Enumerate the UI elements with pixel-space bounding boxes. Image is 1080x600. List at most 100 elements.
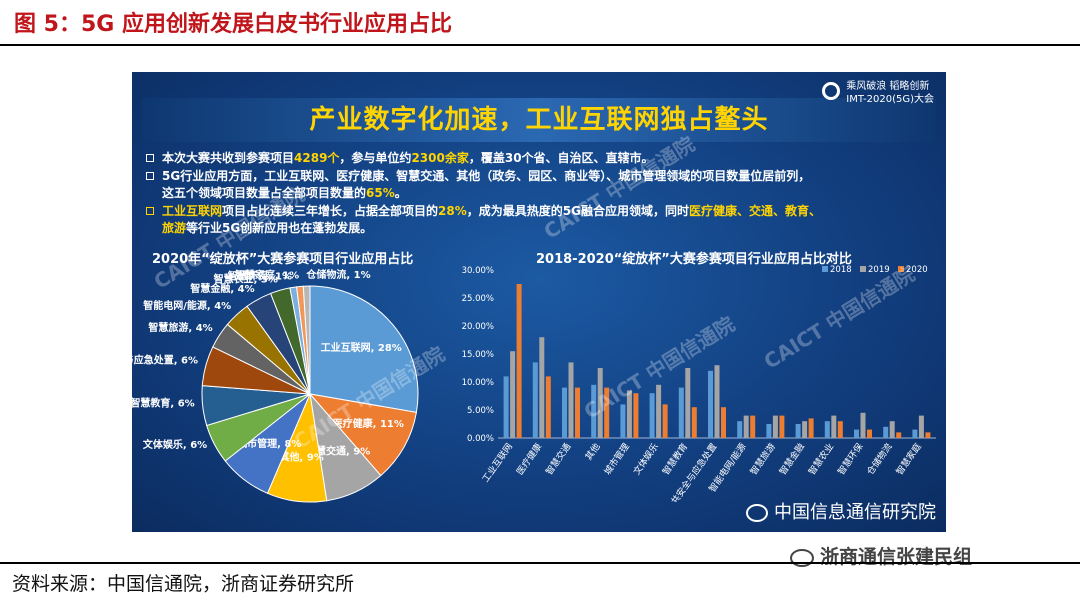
bar-2018-11 <box>824 421 830 438</box>
bullet-text: 这五个领域项目数量占全部项目数量的 <box>162 186 367 200</box>
logo-line1: 乘风破浪 韬略创新 <box>846 81 930 92</box>
bar-2020-11 <box>837 421 843 438</box>
bullet-highlight: 2300余家 <box>411 151 469 165</box>
y-tick-label: 10.00% <box>462 378 494 388</box>
pie-chart: 工业互联网, 28%医疗健康, 11%智慧交通, 9%其他, 9%城市管理, 8… <box>132 268 419 503</box>
bar-2020-1 <box>545 376 551 438</box>
pie-label-percent: 3% <box>261 275 278 286</box>
bar-2018-3 <box>591 384 597 438</box>
pie-label-category: 智慧旅游, <box>148 321 195 334</box>
pie-label-percent: 28% <box>378 343 402 354</box>
bar-2019-12 <box>860 412 866 438</box>
bullet-text: ，参与单位约 <box>339 151 412 165</box>
pie-label-category: 智慧农业, <box>214 273 261 286</box>
bar-2019-1 <box>539 337 545 438</box>
pie-label-3: 其他, 9% <box>280 450 324 463</box>
bar-2019-2 <box>568 362 574 438</box>
pie-label-category: 仓储物流, <box>305 268 353 281</box>
headline-banner: 产业数字化加速，工业互联网独占鳌头 <box>142 98 936 142</box>
x-tick-label: 智慧金融 <box>777 441 807 477</box>
bullet-text: ，覆盖30个省、自治区、直辖市。 <box>468 151 654 165</box>
pie-label-percent: 9% <box>307 452 324 463</box>
pie-label-percent: 8% <box>284 439 301 450</box>
pie-label-percent: 6% <box>181 356 198 367</box>
bullet-item-3: 工业互联网项目占比连续三年增长，占据全部项目的28%，成为最具热度的5G融合应用… <box>146 203 936 237</box>
wechat-icon <box>790 548 814 567</box>
bullet-text: 5G行业应用方面，工业互联网、医疗健康、智慧交通、其他（政务、园区、商业等）、城… <box>162 169 811 183</box>
legend-swatch-2018 <box>822 266 828 272</box>
bar-2018-9 <box>766 424 772 438</box>
pie-label-7: 公共安全与应急处置, 6% <box>132 354 198 367</box>
bar-2019-13 <box>889 421 895 438</box>
pie-label-percent: 4% <box>196 323 213 334</box>
bullet-text: 。 <box>394 186 407 200</box>
slide-image: 产业数字化加速，工业互联网独占鳌头 乘风破浪 韬略创新 IMT-2020(5G)… <box>132 72 946 532</box>
pie-label-10: 智慧金融, 4% <box>190 282 254 295</box>
logo-line2: IMT-2020(5G)大会 <box>846 94 934 105</box>
conference-logo-icon <box>822 82 841 100</box>
bullet-highlight: 4289个 <box>294 151 340 165</box>
pie-label-percent: 11% <box>380 419 404 430</box>
x-tick-label: 智慧教育 <box>660 441 690 477</box>
pie-label-category: 公共安全与应急处置, <box>132 354 181 367</box>
legend-label-2019: 2019 <box>868 265 890 275</box>
x-tick-label: 智慧环保 <box>835 441 865 477</box>
bar-2019-10 <box>802 421 808 438</box>
bar-2020-8 <box>750 415 756 438</box>
bar-2018-5 <box>649 393 655 438</box>
y-tick-label: 5.00% <box>467 406 494 416</box>
pie-label-category: 智慧环保, <box>228 269 275 282</box>
bar-chart: 0.00% 5.00% 10.00% 15.00% 20.00% 25.00% 30.00%… <box>462 265 936 502</box>
bar-2020-9 <box>779 415 785 438</box>
bar-2019-11 <box>831 415 837 438</box>
bar-2018-7 <box>708 370 713 438</box>
pie-label-percent: 1% <box>354 270 371 281</box>
pie-label-9: 智能电网/能源, 4% <box>143 299 231 312</box>
x-tick-label: 其他 <box>582 441 602 463</box>
pie-label-6: 智慧教育, 6% <box>132 397 195 410</box>
bar-2019-4 <box>626 390 632 438</box>
pie-label-percent: 6% <box>178 399 195 410</box>
wechat-watermark: 浙商通信张建民组 <box>790 542 972 569</box>
bar-2018-12 <box>854 429 859 438</box>
legend-swatch-2019 <box>860 266 866 272</box>
wechat-watermark-text: 浙商通信张建民组 <box>820 546 973 568</box>
bullet-item-1: 本次大赛共收到参赛项目4289个，参与单位约2300余家，覆盖30个省、自治区、… <box>146 150 936 167</box>
pie-label-category: 智慧教育, <box>132 397 178 410</box>
bar-2018-0 <box>503 376 509 438</box>
bar-2020-3 <box>604 387 610 438</box>
conference-logo: 乘风破浪 韬略创新 IMT-2020(5G)大会 <box>822 80 934 106</box>
x-tick-label: 医疗健康 <box>514 441 544 477</box>
bar-2020-7 <box>721 407 726 438</box>
pie-label-category: 智能电网/能源, <box>143 299 214 312</box>
legend-label-2020: 2020 <box>906 265 928 275</box>
bullet-text: 本次大赛共收到参赛项目 <box>162 151 295 165</box>
pie-label-1: 医疗健康, 11% <box>333 417 404 430</box>
bar-2018-1 <box>532 362 538 438</box>
bar-2019-8 <box>743 415 749 438</box>
bullet-square-icon <box>146 207 154 215</box>
top-divider <box>0 44 1080 46</box>
bullet-highlight: 旅游 <box>162 221 187 235</box>
bullet-text: 项目占比连续三年增长，占据全部项目的 <box>222 204 439 218</box>
bar-2020-14 <box>925 432 931 438</box>
y-tick-label: 0.00% <box>467 434 494 444</box>
bullet-highlight: 65% <box>366 186 395 200</box>
bullet-text: 等行业5G创新应用也在蓬勃发展。 <box>186 221 373 235</box>
legend-swatch-2020 <box>898 266 904 272</box>
bullet-list: 本次大赛共收到参赛项目4289个，参与单位约2300余家，覆盖30个省、自治区、… <box>146 150 936 238</box>
pie-label-category: 智慧家庭, <box>235 269 282 282</box>
x-tick-label: 智慧旅游 <box>747 441 777 477</box>
pie-label-11: 智慧农业, 3% <box>214 273 278 286</box>
bullet-square-icon <box>146 172 154 180</box>
bar-2018-8 <box>737 421 743 438</box>
y-tick-label: 30.00% <box>462 266 494 276</box>
pie-label-category: 智慧金融, <box>190 282 237 295</box>
pie-label-category: 医疗健康, <box>333 417 380 430</box>
bar-2018-6 <box>678 387 684 438</box>
source-note: 资料来源：中国信通院，浙商证券研究所 <box>12 573 355 595</box>
bullet-square-icon <box>146 154 154 162</box>
bar-2019-9 <box>772 415 778 438</box>
bar-2020-10 <box>808 418 814 438</box>
bar-2020-13 <box>896 432 902 438</box>
